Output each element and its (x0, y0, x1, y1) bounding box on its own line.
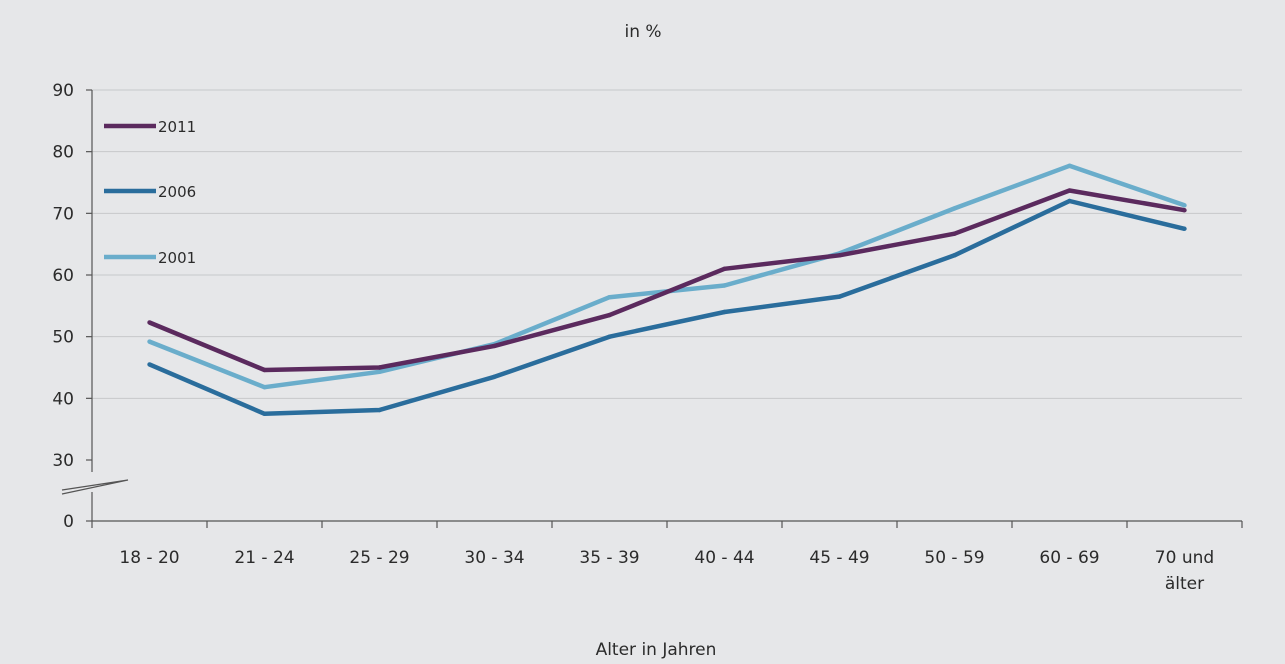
x-tick-label: 25 - 29 (349, 548, 409, 568)
y-tick-label: 50 (52, 328, 74, 348)
data-point-2001 (262, 385, 267, 390)
data-point-2006 (607, 334, 612, 339)
axes: 0 30 40 50 60 70 80 90 18 - 20 21 - 24 25 - 29 30 -… (52, 81, 1243, 594)
x-tick-label: 50 - 59 (924, 548, 984, 568)
data-point-2011 (1067, 188, 1072, 193)
data-point-2011 (722, 266, 727, 272)
x-tick-label-line: älter (1165, 574, 1204, 594)
data-point-2001 (1067, 163, 1072, 169)
series-line-2011 (148, 188, 1185, 373)
x-tick-label: 60 - 69 (1039, 548, 1099, 568)
data-point-2006 (262, 411, 267, 416)
data-point-2006 (952, 253, 957, 258)
data-point-2011 (952, 231, 957, 236)
y-tick-label: 80 (52, 143, 74, 163)
data-point-2011 (1182, 208, 1187, 213)
series-lines (147, 163, 1187, 417)
y-tick-label: 0 (63, 512, 74, 532)
x-tick-label: 18 - 20 (119, 548, 179, 568)
axis-break-marker (61, 479, 129, 495)
x-tick-label: 21 - 24 (234, 548, 294, 568)
data-point-2011 (377, 365, 382, 370)
data-point-2001 (607, 295, 612, 300)
data-point-2011 (147, 320, 152, 325)
x-axis-title: Alter in Jahren (596, 640, 717, 660)
y-tick-label: 60 (52, 266, 74, 286)
data-point-2006 (722, 309, 727, 315)
data-point-2011 (837, 253, 842, 258)
series-line-2001 (148, 163, 1186, 390)
data-point-2006 (492, 374, 497, 379)
x-tick-label: 45 - 49 (809, 548, 869, 568)
data-point-2001 (1182, 203, 1187, 208)
x-tick-label: 70 und älter (1155, 548, 1214, 594)
data-point-2006 (1067, 198, 1072, 204)
legend: 2011 2006 2001 (104, 118, 196, 267)
legend-label-2011: 2011 (158, 118, 196, 136)
chart-title: in % (624, 22, 661, 42)
y-tick-label: 90 (52, 81, 74, 101)
data-point-2011 (492, 343, 497, 349)
data-point-2001 (952, 206, 957, 211)
data-point-2006 (147, 362, 152, 367)
x-tick-label: 40 - 44 (694, 548, 754, 568)
data-point-2011 (607, 312, 612, 318)
y-tick-label: 70 (52, 204, 74, 224)
data-point-2001 (722, 283, 727, 288)
data-point-2006 (1182, 226, 1187, 231)
y-tick-label: 30 (52, 451, 74, 471)
data-point-2001 (147, 339, 152, 344)
x-tick-label: 30 - 34 (464, 548, 524, 568)
x-tick-label: 35 - 39 (579, 548, 639, 568)
legend-label-2006: 2006 (158, 183, 196, 201)
data-point-2011 (262, 367, 267, 373)
series-line-2006 (148, 198, 1186, 417)
data-point-2006 (377, 407, 382, 413)
gridlines (92, 89, 1242, 399)
data-point-2001 (377, 369, 382, 375)
data-point-2006 (837, 294, 842, 299)
x-tick-label-line: 70 und (1155, 548, 1214, 568)
legend-label-2001: 2001 (158, 249, 196, 267)
y-tick-label: 40 (52, 389, 74, 409)
